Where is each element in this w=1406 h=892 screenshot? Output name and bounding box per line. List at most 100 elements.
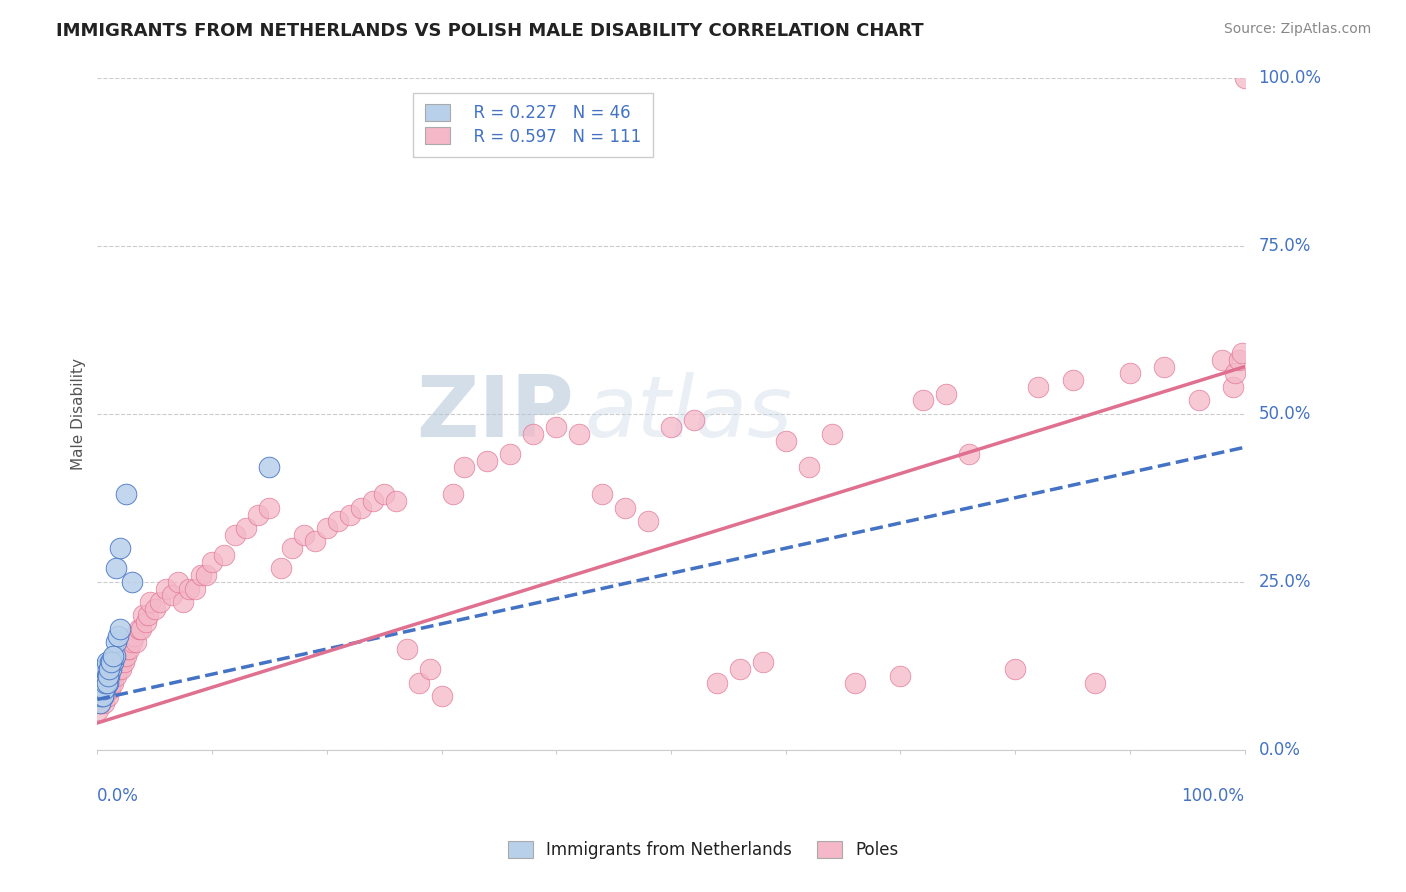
Point <box>110 662 132 676</box>
Point <box>361 494 384 508</box>
Point <box>195 568 218 582</box>
Text: atlas: atlas <box>585 372 793 455</box>
Point <box>441 487 464 501</box>
Point <box>91 682 114 697</box>
Point <box>568 426 591 441</box>
Point <box>93 682 115 697</box>
Point <box>107 656 129 670</box>
Point <box>111 648 134 663</box>
Point <box>820 426 842 441</box>
Point <box>1232 346 1254 360</box>
Point <box>129 622 152 636</box>
Point <box>97 675 120 690</box>
Point <box>1227 352 1250 367</box>
Point <box>93 689 115 703</box>
Point <box>1004 662 1026 676</box>
Point <box>98 656 121 670</box>
Point <box>246 508 269 522</box>
Point <box>259 460 281 475</box>
Point <box>91 689 114 703</box>
Point <box>1188 393 1211 408</box>
Point <box>107 629 129 643</box>
Point <box>91 689 114 703</box>
Point <box>270 561 292 575</box>
Point <box>339 508 361 522</box>
Point <box>235 521 257 535</box>
Point <box>100 656 122 670</box>
Point <box>659 420 682 434</box>
Point <box>89 696 111 710</box>
Point <box>97 682 120 697</box>
Point <box>328 514 350 528</box>
Text: 0.0%: 0.0% <box>97 787 139 805</box>
Point <box>115 642 138 657</box>
Point <box>546 420 568 434</box>
Point <box>96 675 118 690</box>
Point <box>775 434 797 448</box>
Point <box>149 595 172 609</box>
Point <box>292 527 315 541</box>
Point <box>315 521 337 535</box>
Text: 100.0%: 100.0% <box>1181 787 1244 805</box>
Point <box>115 648 138 663</box>
Point <box>91 689 114 703</box>
Point <box>128 622 150 636</box>
Point <box>1211 352 1233 367</box>
Point <box>103 648 125 663</box>
Point <box>94 682 117 697</box>
Point <box>104 669 127 683</box>
Point <box>110 541 132 556</box>
Point <box>90 682 112 697</box>
Point <box>101 669 124 683</box>
Point <box>453 460 475 475</box>
Point <box>94 675 117 690</box>
Text: ZIP: ZIP <box>416 372 574 455</box>
Point <box>591 487 613 501</box>
Point <box>132 608 155 623</box>
Point <box>90 689 112 703</box>
Point <box>104 561 127 575</box>
Point <box>91 669 114 683</box>
Point <box>889 669 911 683</box>
Point <box>844 675 866 690</box>
Point <box>91 662 114 676</box>
Point <box>155 582 177 596</box>
Point <box>96 682 118 697</box>
Point <box>139 595 162 609</box>
Point <box>91 682 114 697</box>
Point <box>97 675 120 690</box>
Point <box>957 447 980 461</box>
Point <box>135 615 157 629</box>
Point <box>201 555 224 569</box>
Point <box>97 662 120 676</box>
Point <box>91 682 114 697</box>
Point <box>89 689 111 703</box>
Point <box>384 494 406 508</box>
Point <box>101 656 124 670</box>
Point <box>637 514 659 528</box>
Point <box>96 675 118 690</box>
Point <box>90 696 112 710</box>
Point <box>103 662 125 676</box>
Point <box>224 527 246 541</box>
Point <box>103 675 125 690</box>
Point <box>912 393 935 408</box>
Point <box>1233 70 1256 85</box>
Y-axis label: Male Disability: Male Disability <box>72 358 86 470</box>
Point <box>160 588 183 602</box>
Point <box>752 656 775 670</box>
Point <box>100 662 122 676</box>
Point <box>94 675 117 690</box>
Point <box>96 669 118 683</box>
Point <box>97 669 120 683</box>
Point <box>125 635 148 649</box>
Point <box>1119 367 1142 381</box>
Point <box>104 635 127 649</box>
Point <box>350 500 373 515</box>
Point <box>614 500 637 515</box>
Point <box>87 702 110 716</box>
Point <box>94 682 117 697</box>
Point <box>110 622 132 636</box>
Point <box>115 487 138 501</box>
Point <box>103 656 125 670</box>
